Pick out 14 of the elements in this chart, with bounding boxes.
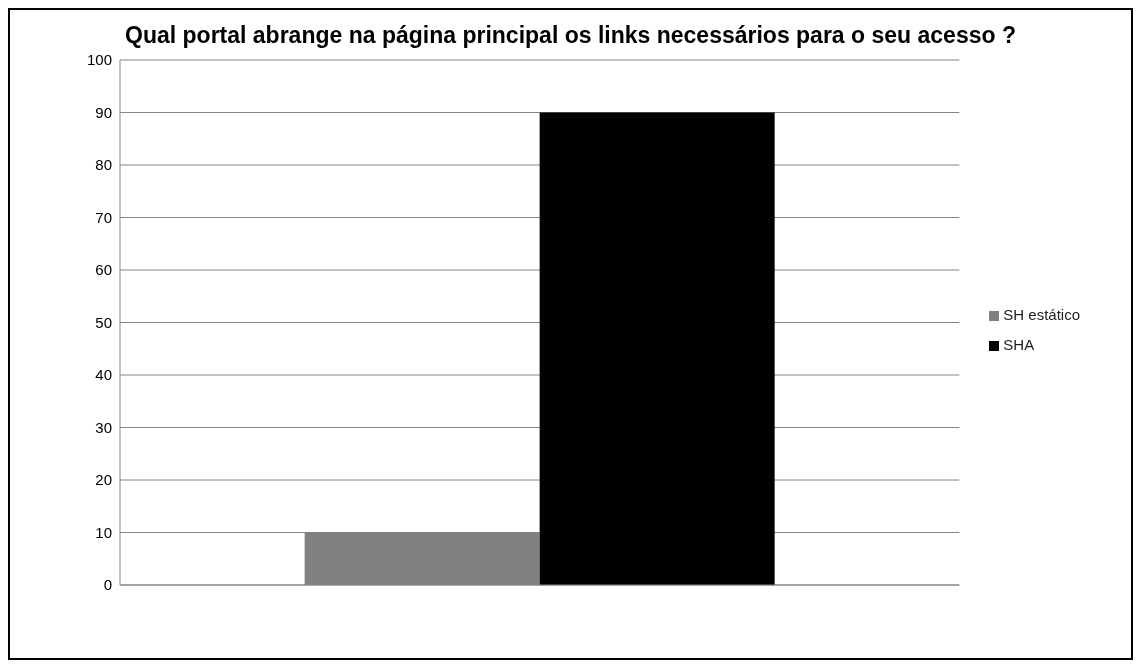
y-tick-label: 70 — [95, 208, 112, 226]
y-tick-label: 40 — [95, 366, 112, 384]
legend-label: SH estático — [1003, 306, 1080, 323]
y-tick-label: 30 — [95, 418, 112, 436]
y-tick-label: 80 — [95, 156, 112, 174]
y-tick-label: 90 — [95, 103, 112, 121]
legend-label: SHA — [1003, 336, 1035, 353]
y-tick-label: 0 — [103, 576, 112, 594]
y-tick-label: 10 — [95, 523, 112, 541]
y-tick-label: 50 — [95, 313, 112, 331]
y-tick-label: 20 — [95, 471, 112, 489]
y-tick-label: 60 — [95, 261, 112, 279]
y-tick-label: 100 — [86, 51, 112, 69]
chart-title: Qual portal abrange na página principal os links necessários para o seu acesso ? — [124, 21, 1017, 50]
